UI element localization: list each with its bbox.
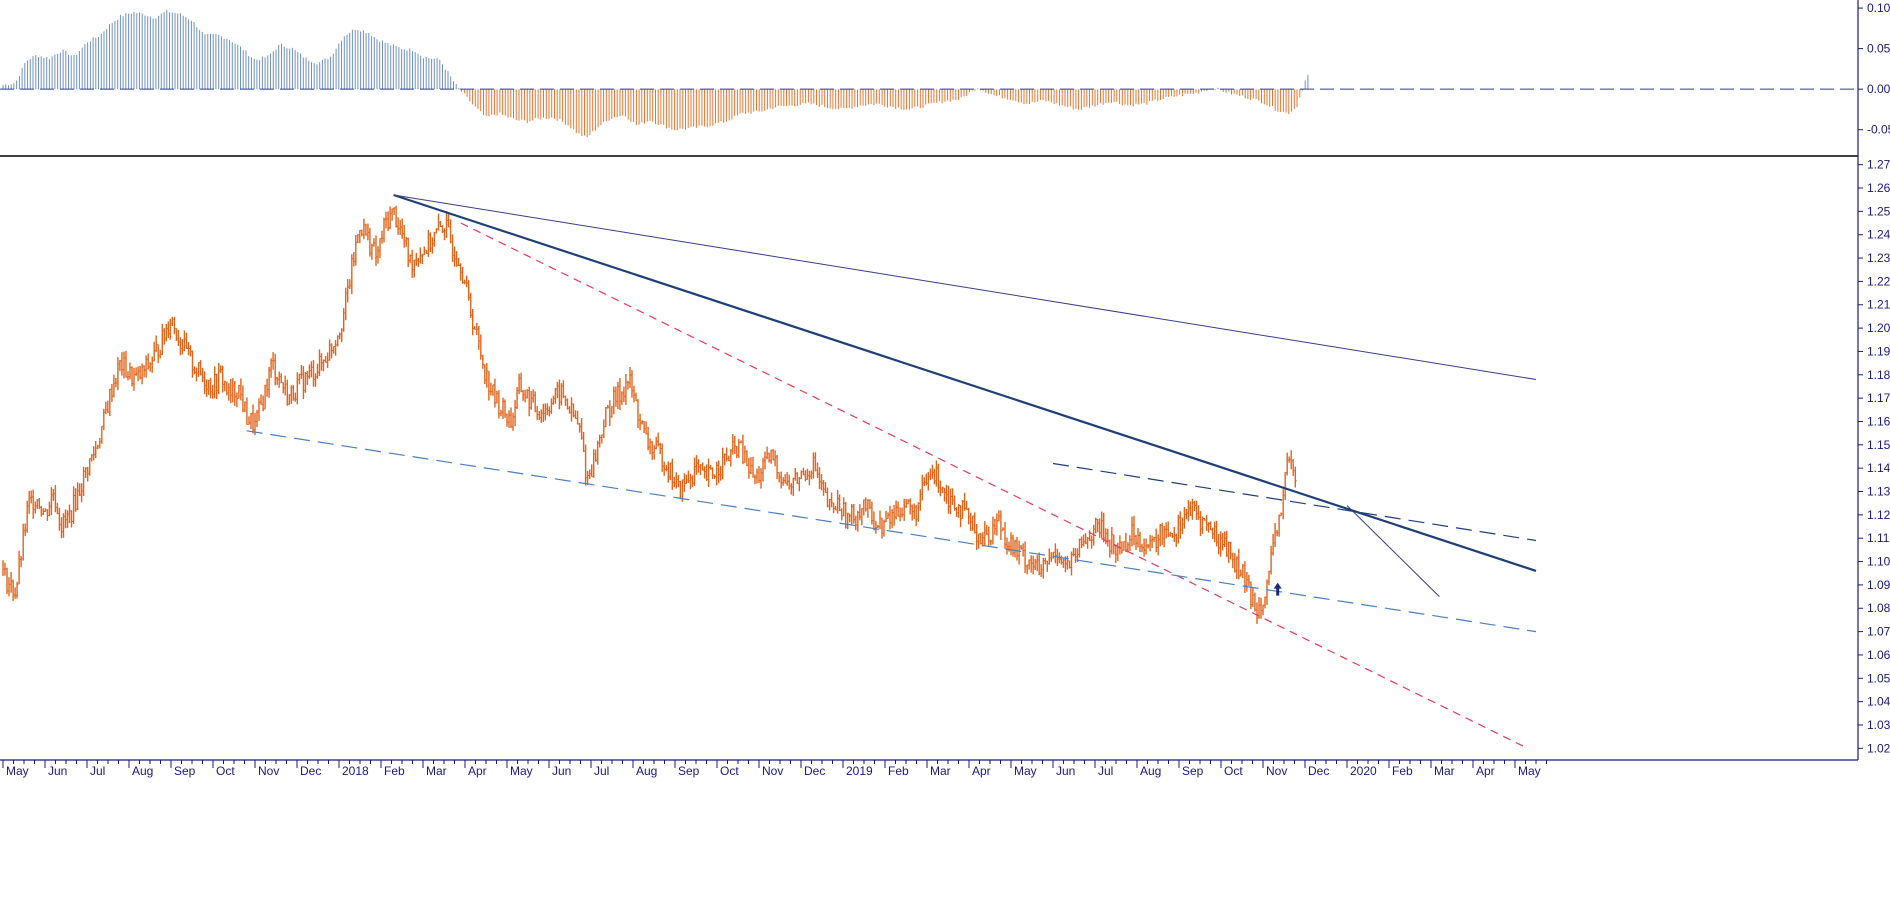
- x-axis-tick-label: Sep: [1182, 764, 1204, 778]
- price-y-tick-label: 1.08: [1867, 601, 1890, 615]
- price-y-tick-label: 1.12: [1867, 508, 1890, 522]
- price-y-tick-label: 1.27: [1867, 158, 1890, 172]
- price-y-tick-label: 1.02: [1867, 741, 1890, 755]
- price-y-tick-label: 1.23: [1867, 251, 1890, 265]
- x-axis-tick-label: Aug: [636, 764, 657, 778]
- axes: 0.10 0.05 0.00 -0.05 1.27 1.26 1.25 1.24 1.23 1.2…: [0, 0, 1890, 778]
- x-axis-tick-label: Apr: [972, 764, 991, 778]
- osc-y-tick-label: 0.00: [1867, 82, 1890, 96]
- price-y-tick-label: 1.04: [1867, 695, 1890, 709]
- trendline-4: [246, 430, 1537, 633]
- x-axis-tick-label: 2019: [846, 764, 873, 778]
- x-axis-tick-label: May: [6, 764, 29, 778]
- x-axis-tick-label: 2018: [342, 764, 369, 778]
- x-axis-tick-label: Jul: [594, 764, 609, 778]
- price-y-tick-label: 1.17: [1867, 391, 1890, 405]
- trendline-6: [1346, 505, 1440, 597]
- x-axis-tick-label: Aug: [1140, 764, 1161, 778]
- x-axis-tick-label: Apr: [468, 764, 487, 778]
- arrow-up-icon: [1273, 582, 1282, 596]
- x-axis-tick-label: Jul: [90, 764, 105, 778]
- x-axis-tick-label: Jun: [552, 764, 571, 778]
- price-y-tick-label: 1.03: [1867, 718, 1890, 732]
- x-axis-tick-label: Feb: [384, 764, 405, 778]
- price-y-tick-label: 1.20: [1867, 321, 1890, 335]
- price-y-tick-label: 1.05: [1867, 671, 1890, 685]
- price-y-tick-label: 1.22: [1867, 274, 1890, 288]
- price-y-tick-label: 1.10: [1867, 555, 1890, 569]
- price-y-tick-label: 1.15: [1867, 438, 1890, 452]
- x-axis-tick-label: Nov: [762, 764, 783, 778]
- x-axis-tick-label: Nov: [258, 764, 279, 778]
- price-y-tick-label: 1.09: [1867, 578, 1890, 592]
- x-axis-tick-label: 2020: [1350, 764, 1377, 778]
- price-y-tick-label: 1.14: [1867, 461, 1890, 475]
- price-y-tick-label: 1.11: [1867, 531, 1890, 545]
- price-y-tick-label: 1.07: [1867, 625, 1890, 639]
- price-y-tick-label: 1.25: [1867, 204, 1890, 218]
- x-axis-tick-label: Feb: [888, 764, 909, 778]
- price-y-tick-label: 1.18: [1867, 368, 1890, 382]
- x-axis-tick-label: May: [1518, 764, 1541, 778]
- trendline-3: [460, 222, 1528, 749]
- x-axis-tick-label: Jun: [48, 764, 67, 778]
- x-axis-tick-label: Nov: [1266, 764, 1287, 778]
- x-axis-tick-label: Dec: [300, 764, 321, 778]
- osc-y-tick-label: -0.05: [1867, 123, 1890, 137]
- price-y-tick-label: 1.21: [1867, 298, 1890, 312]
- x-axis-tick-label: Feb: [1392, 764, 1413, 778]
- price-y-tick-label: 1.24: [1867, 228, 1890, 242]
- trendline-2: [393, 194, 1537, 380]
- x-axis-tick-label: Dec: [1308, 764, 1329, 778]
- x-axis-tick-label: Sep: [174, 764, 196, 778]
- x-axis-tick-label: Oct: [216, 764, 235, 778]
- x-axis-tick-label: Oct: [720, 764, 739, 778]
- x-axis-tick-label: Jul: [1098, 764, 1113, 778]
- price-y-tick-label: 1.06: [1867, 648, 1890, 662]
- x-axis-tick-label: Jun: [1056, 764, 1075, 778]
- x-axis-tick-label: Apr: [1476, 764, 1495, 778]
- oscillator-panel: [0, 9, 1858, 138]
- x-axis-tick-label: May: [1014, 764, 1037, 778]
- price-y-tick-label: 1.16: [1867, 414, 1890, 428]
- x-axis-tick-label: Mar: [426, 764, 447, 778]
- x-axis-tick-label: Mar: [1434, 764, 1455, 778]
- x-axis-tick-label: May: [510, 764, 533, 778]
- x-axis-tick-label: Aug: [132, 764, 153, 778]
- osc-y-tick-label: 0.10: [1867, 1, 1890, 15]
- trendline-5: [1052, 462, 1537, 542]
- trendline-1: [393, 193, 1537, 572]
- price-y-tick-label: 1.13: [1867, 485, 1890, 499]
- x-axis-tick-label: Sep: [678, 764, 700, 778]
- price-y-tick-label: 1.26: [1867, 181, 1890, 195]
- x-axis-tick-label: Mar: [930, 764, 951, 778]
- osc-y-tick-label: 0.05: [1867, 42, 1890, 56]
- price-panel: [2, 193, 1537, 749]
- x-axis-tick-label: Dec: [804, 764, 825, 778]
- price-y-tick-label: 1.19: [1867, 344, 1890, 358]
- x-axis-tick-label: Oct: [1224, 764, 1243, 778]
